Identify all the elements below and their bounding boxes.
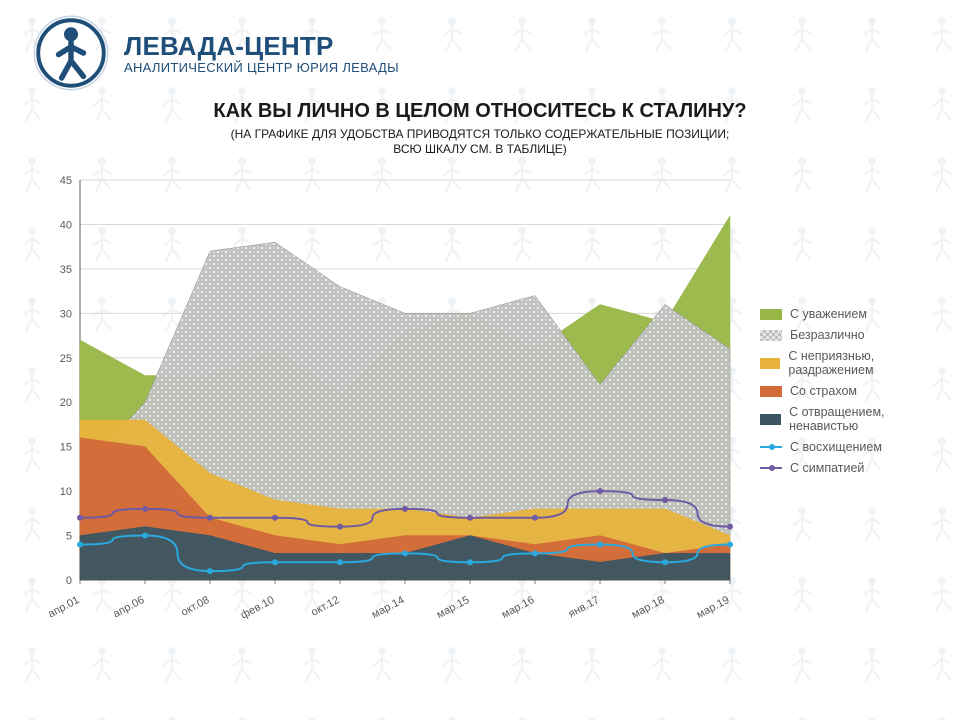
svg-text:мар.14: мар.14 xyxy=(370,594,407,621)
svg-text:35: 35 xyxy=(60,264,72,276)
legend-label: Безразлично xyxy=(790,328,865,342)
svg-text:10: 10 xyxy=(60,486,72,498)
svg-text:апр.01: апр.01 xyxy=(46,594,81,620)
svg-text:25: 25 xyxy=(60,353,72,365)
brand-subtitle: АНАЛИТИЧЕСКИЙ ЦЕНТР ЮРИЯ ЛЕВАДЫ xyxy=(124,60,399,75)
legend-item: С отвращением, ненавистью xyxy=(760,405,950,433)
brand-logo xyxy=(32,14,110,92)
legend-swatch xyxy=(760,446,782,448)
svg-text:мар.16: мар.16 xyxy=(500,594,537,621)
svg-text:40: 40 xyxy=(60,219,72,231)
legend-label: С отвращением, ненавистью xyxy=(789,405,950,433)
svg-text:янв.17: янв.17 xyxy=(566,594,601,620)
chart-title: КАК ВЫ ЛИЧНО В ЦЕЛОМ ОТНОСИТЕСЬ К СТАЛИН… xyxy=(0,100,960,123)
svg-text:5: 5 xyxy=(66,531,72,543)
svg-text:мар.19: мар.19 xyxy=(695,594,732,621)
legend-swatch xyxy=(760,467,782,469)
legend-swatch xyxy=(760,358,780,369)
chart-title-block: КАК ВЫ ЛИЧНО В ЦЕЛОМ ОТНОСИТЕСЬ К СТАЛИН… xyxy=(0,100,960,157)
legend-item: Со страхом xyxy=(760,384,950,398)
legend-label: Со страхом xyxy=(790,384,857,398)
svg-text:окт.12: окт.12 xyxy=(309,594,341,619)
svg-text:фев.10: фев.10 xyxy=(239,594,277,622)
chart-plot: 0 5 10 15 20 25 30 35 40 45 апр.01 апр.06 окт.08 фев.… xyxy=(40,170,740,640)
chart-subtitle-2: ВСЮ ШКАЛУ СМ. В ТАБЛИЦЕ) xyxy=(393,142,567,156)
svg-text:апр.06: апр.06 xyxy=(111,594,146,620)
svg-text:окт.08: окт.08 xyxy=(179,594,211,619)
chart-legend: С уважением Безразлично С неприязнью, разд… xyxy=(760,300,950,482)
legend-swatch xyxy=(760,330,782,341)
legend-label: С неприязнью, раздражением xyxy=(788,349,950,377)
legend-swatch xyxy=(760,414,781,425)
brand-header: ЛЕВАДА-ЦЕНТР АНАЛИТИЧЕСКИЙ ЦЕНТР ЮРИЯ ЛЕ… xyxy=(32,14,399,92)
legend-label: С уважением xyxy=(790,307,867,321)
svg-text:20: 20 xyxy=(60,397,72,409)
svg-text:45: 45 xyxy=(60,175,72,187)
legend-item: Безразлично xyxy=(760,328,950,342)
legend-swatch xyxy=(760,386,782,397)
svg-text:0: 0 xyxy=(66,575,72,587)
legend-swatch xyxy=(760,309,782,320)
svg-text:мар.18: мар.18 xyxy=(630,594,667,621)
legend-label: С восхищением xyxy=(790,440,882,454)
svg-text:мар.15: мар.15 xyxy=(435,594,472,621)
svg-text:30: 30 xyxy=(60,308,72,320)
legend-item: С восхищением xyxy=(760,440,950,454)
legend-item: С симпатией xyxy=(760,461,950,475)
brand-name: ЛЕВАДА-ЦЕНТР xyxy=(124,31,399,62)
legend-item: С уважением xyxy=(760,307,950,321)
chart-subtitle-1: (НА ГРАФИКЕ ДЛЯ УДОБСТВА ПРИВОДЯТСЯ ТОЛЬ… xyxy=(231,127,730,141)
svg-text:15: 15 xyxy=(60,442,72,454)
legend-item: С неприязнью, раздражением xyxy=(760,349,950,377)
legend-label: С симпатией xyxy=(790,461,864,475)
